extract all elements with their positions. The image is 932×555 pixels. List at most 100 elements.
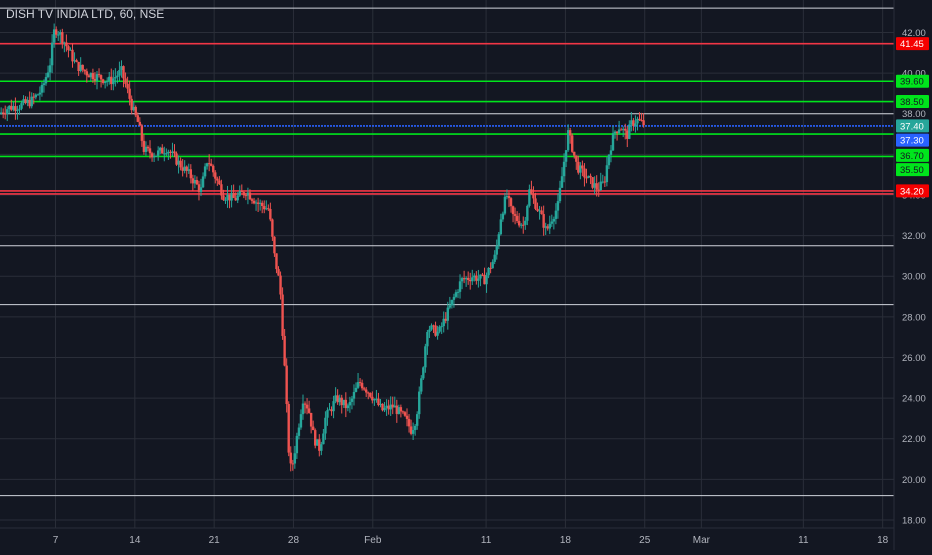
- price-badge-label: 36.70: [900, 151, 924, 162]
- grid-layer: [0, 0, 894, 528]
- candle-body: [222, 195, 225, 201]
- candle-body: [46, 72, 50, 78]
- candle-body: [593, 183, 596, 188]
- candle-body: [89, 73, 93, 78]
- candle-body: [179, 160, 182, 168]
- candle-body: [159, 147, 162, 151]
- candle-body: [438, 326, 441, 332]
- price-badge: [896, 163, 929, 177]
- candle-body: [71, 49, 74, 62]
- symbol-title: DISH TV INDIA LTD, 60, NSE: [6, 7, 165, 21]
- candle-body: [34, 94, 38, 98]
- candle-body: [146, 146, 150, 149]
- candle-body: [260, 202, 264, 207]
- candle-body: [391, 404, 394, 408]
- candle-body: [244, 195, 248, 197]
- candle-body: [87, 75, 91, 78]
- candle-body: [299, 414, 303, 428]
- candle-body: [193, 179, 197, 184]
- candle-body: [526, 205, 529, 221]
- time-tick-label: 7: [53, 535, 59, 546]
- candle-body: [83, 69, 86, 72]
- candle-body: [285, 365, 288, 405]
- candle-body: [530, 189, 533, 194]
- candle-body: [224, 199, 227, 201]
- candle-body: [642, 120, 645, 126]
- candle-body: [203, 166, 207, 177]
- candle-body: [307, 408, 311, 413]
- candle-body: [271, 219, 274, 237]
- candle-body: [305, 404, 309, 409]
- candle-body: [12, 106, 15, 110]
- candle-body: [275, 253, 278, 270]
- candle-body: [640, 119, 643, 121]
- candle-body: [444, 318, 447, 321]
- candle-body: [120, 66, 123, 70]
- price-tick-label: 22.00: [902, 434, 926, 445]
- price-tick-label: 24.00: [902, 394, 926, 405]
- candle-body: [110, 76, 113, 85]
- candle-body: [205, 163, 209, 167]
- candle-body: [515, 215, 519, 222]
- price-tick-label: 30.00: [902, 272, 926, 283]
- candle-body: [413, 425, 417, 431]
- candle-body: [177, 160, 180, 165]
- candle-body: [416, 414, 419, 426]
- candle-body: [210, 163, 213, 166]
- candle-body: [365, 389, 368, 393]
- candle-body: [471, 277, 474, 282]
- candle-body: [220, 184, 223, 196]
- time-tick-label: 18: [560, 535, 572, 546]
- candle-body: [38, 92, 42, 95]
- time-tick-label: 25: [639, 535, 651, 546]
- price-badge: [896, 95, 929, 109]
- candle-body: [195, 179, 199, 185]
- candle-body: [50, 42, 54, 66]
- candle-body: [544, 226, 547, 228]
- candle-body: [481, 274, 484, 276]
- candle-body: [397, 407, 401, 414]
- candle-body: [332, 401, 335, 412]
- candle-body: [581, 165, 584, 169]
- candle-body: [265, 208, 268, 210]
- price-tick-label: 18.00: [902, 515, 926, 526]
- candle-body: [238, 190, 241, 196]
- candle-body: [114, 76, 117, 79]
- candle-body: [587, 175, 590, 178]
- candle-body: [460, 278, 464, 282]
- candle-body: [248, 192, 252, 200]
- candle-body: [534, 198, 537, 209]
- candle-body: [181, 167, 184, 171]
- candle-body: [326, 410, 329, 418]
- candle-body: [40, 84, 44, 93]
- price-tick-label: 20.00: [902, 475, 926, 486]
- candle-body: [30, 96, 33, 107]
- candle-body: [475, 275, 478, 281]
- candle-body: [140, 125, 144, 141]
- candle-body: [399, 407, 403, 412]
- time-axis[interactable]: 7 14 21 28 Feb 11 18 25 Mar 11 18: [53, 535, 889, 546]
- candle-body: [360, 382, 364, 389]
- candle-body: [568, 130, 572, 136]
- candle-body: [473, 275, 476, 278]
- candle-body: [350, 398, 354, 402]
- candle-body: [314, 430, 317, 446]
- candle-body: [560, 176, 564, 188]
- candle-body: [348, 401, 352, 406]
- candle-body: [617, 129, 621, 134]
- candle-body: [289, 452, 292, 464]
- candle-body: [605, 165, 609, 183]
- candle-body: [171, 151, 174, 153]
- candle-body: [297, 427, 301, 436]
- price-tick-label: 26.00: [902, 353, 926, 364]
- candle-body: [22, 99, 25, 104]
- candle-body: [48, 65, 52, 73]
- candle-body: [522, 224, 525, 226]
- candle-body: [214, 172, 217, 179]
- candle-body: [548, 223, 551, 229]
- candle-body: [458, 281, 462, 292]
- price-badge: [896, 148, 929, 162]
- candle-body: [554, 210, 558, 219]
